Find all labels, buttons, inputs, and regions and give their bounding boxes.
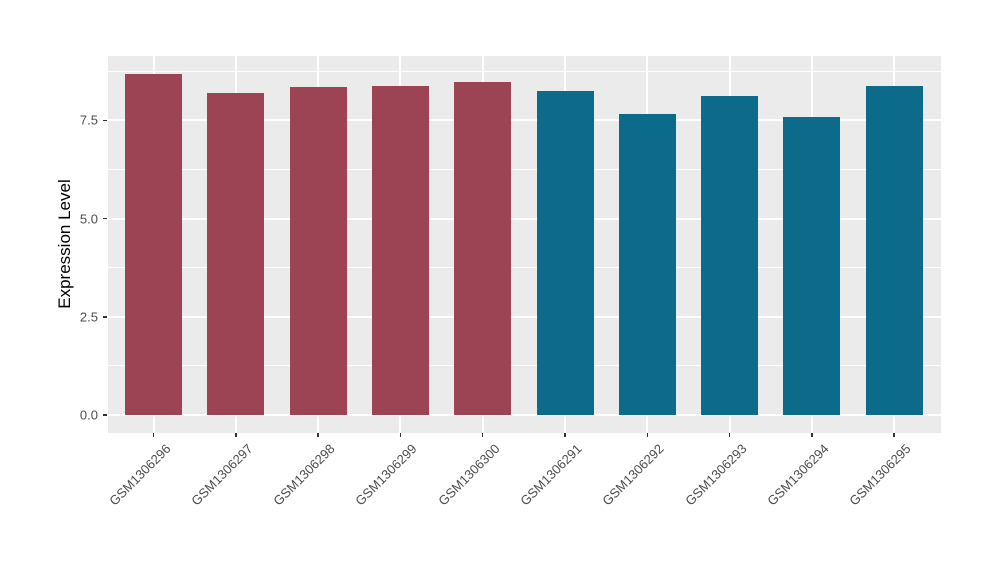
major-gridline <box>108 414 941 417</box>
bar-GSM1306295 <box>865 86 923 416</box>
bar-GSM1306294 <box>783 117 841 416</box>
y-tick-mark <box>103 119 107 121</box>
x-tick-mark <box>811 433 813 437</box>
y-tick-mark <box>103 414 107 416</box>
minor-gridline <box>108 168 941 170</box>
y-tick-label: 7.5 <box>79 112 98 128</box>
bar-GSM1306292 <box>618 114 676 416</box>
minor-gridline <box>108 267 941 269</box>
minor-gridline <box>108 365 941 367</box>
x-tick-mark <box>564 433 566 437</box>
minor-gridline <box>108 70 941 72</box>
major-gridline <box>108 217 941 220</box>
bar-GSM1306293 <box>701 95 759 416</box>
y-tick-label: 2.5 <box>79 309 98 325</box>
bar-GSM1306296 <box>125 74 182 416</box>
x-tick-mark <box>235 433 237 437</box>
x-tick-mark <box>317 433 319 437</box>
major-gridline <box>108 119 941 122</box>
bar-GSM1306297 <box>207 93 265 416</box>
y-tick-mark <box>103 316 107 318</box>
x-tick-mark <box>893 433 895 437</box>
bar-GSM1306298 <box>289 87 347 416</box>
y-tick-label: 5.0 <box>79 211 98 227</box>
bar-GSM1306299 <box>371 85 429 416</box>
x-tick-mark <box>152 433 155 437</box>
bar-GSM1306300 <box>454 82 512 416</box>
major-gridline <box>108 315 941 318</box>
y-axis-title: Expression Level <box>55 179 74 309</box>
bar-GSM1306291 <box>536 90 594 416</box>
y-tick-label: 0.0 <box>79 407 98 423</box>
x-tick-mark <box>646 433 649 437</box>
x-tick-mark <box>728 433 731 437</box>
x-tick-mark <box>399 433 402 437</box>
plot-panel <box>108 56 941 433</box>
y-tick-mark <box>103 217 107 220</box>
x-tick-mark <box>481 433 484 437</box>
